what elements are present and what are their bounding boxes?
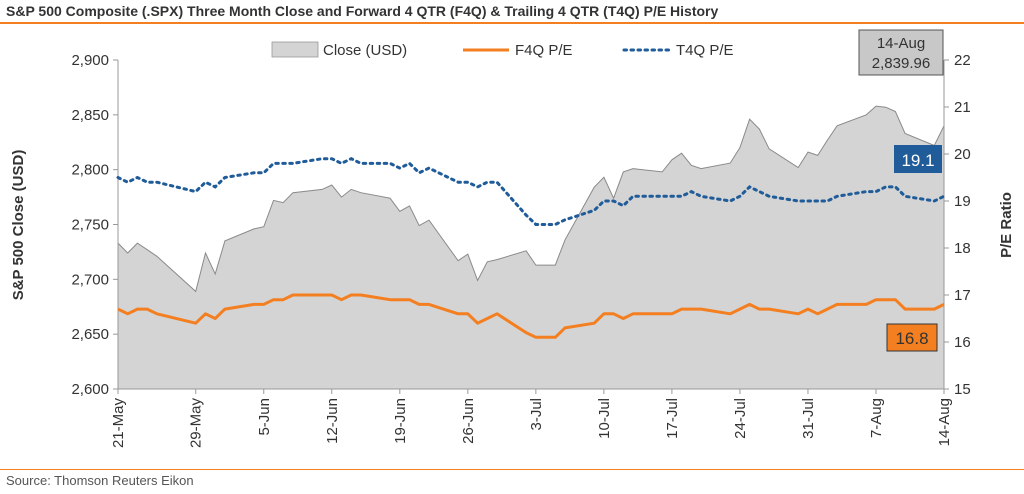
left-tick-label: 2,800	[71, 162, 109, 179]
x-tick-label: 26-Jun	[460, 398, 477, 444]
last-value-callout: 14-Aug 2,839.96	[858, 29, 944, 76]
right-tick-label: 20	[954, 146, 971, 163]
line-layer	[116, 157, 946, 339]
title-rule	[0, 22, 1024, 24]
right-tick-label: 15	[954, 381, 971, 398]
right-tick-labels: 15 16 17 18 19 20 21 22	[944, 52, 971, 398]
left-tick-labels: 2,600 2,650 2,700 2,750 2,800 2,850 2,900	[71, 52, 118, 398]
source-note: Source: Thomson Reuters Eikon	[6, 473, 194, 488]
legend: Close (USD) F4Q P/E T4Q P/E	[271, 41, 734, 59]
left-tick-label: 2,650	[71, 326, 109, 343]
t4q-value-label: 19.1	[901, 151, 934, 170]
chart-svg: 2,600 2,650 2,700 2,750 2,800 2,850 2,900 15 16…	[10, 29, 1015, 448]
y-axis-title: S&P 500 Close (USD)	[10, 150, 27, 301]
x-tick-label: 10-Jul	[596, 398, 613, 439]
x-tick-label: 17-Jul	[664, 398, 681, 439]
x-tick-label: 5-Jun	[256, 398, 273, 436]
legend-label-t4q: T4Q P/E	[676, 42, 734, 59]
left-tick-label: 2,850	[71, 107, 109, 124]
x-tick-label: 3-Jul	[528, 398, 545, 431]
close-area	[118, 106, 944, 389]
t4q-value-callout: 19.1	[894, 145, 942, 173]
left-tick-label: 2,750	[71, 217, 109, 234]
t4q-line	[116, 157, 946, 226]
right-tick-label: 18	[954, 240, 971, 257]
x-tick-label: 12-Jun	[324, 398, 341, 444]
area-layer	[117, 105, 945, 389]
right-tick-label: 17	[954, 287, 971, 304]
close-area-outline	[117, 105, 945, 293]
right-tick-label: 19	[954, 193, 971, 210]
f4q-value-label: 16.8	[895, 329, 928, 348]
right-tick-label: 16	[954, 334, 971, 351]
last-value-box	[858, 29, 944, 76]
legend-label-close: Close (USD)	[323, 42, 407, 59]
bottom-rule	[0, 469, 1024, 470]
f4q-value-box	[886, 323, 938, 352]
x-tick-label: 21-May	[110, 398, 127, 449]
left-tick-label: 2,600	[71, 381, 109, 398]
last-date-label: 14-Aug	[877, 35, 925, 52]
x-tick-label: 31-Jul	[800, 398, 817, 439]
right-tick-label: 22	[954, 52, 971, 69]
legend-swatch-close	[271, 41, 319, 58]
last-close-label: 2,839.96	[872, 55, 930, 72]
x-tick-label: 24-Jul	[732, 398, 749, 439]
f4q-value-callout: 16.8	[886, 323, 938, 352]
x-tick-label: 7-Aug	[868, 398, 885, 438]
x-tick-label: 19-Jun	[392, 398, 409, 444]
right-tick-label: 21	[954, 99, 971, 116]
x-tick-label: 14-Aug	[936, 398, 953, 446]
x-tick-label: 29-May	[188, 398, 205, 449]
legend-label-f4q: F4Q P/E	[515, 42, 573, 59]
left-tick-label: 2,900	[71, 52, 109, 69]
x-tick-labels: 21-May 29-May 5-Jun 12-Jun 19-Jun 26-Jun 3-Jul…	[110, 389, 953, 448]
t4q-value-box	[894, 145, 942, 173]
chart-title: S&P 500 Composite (.SPX) Three Month Clo…	[6, 3, 719, 19]
f4q-line	[117, 293, 945, 339]
y2-axis-title: P/E Ratio	[998, 192, 1015, 258]
left-tick-label: 2,700	[71, 271, 109, 288]
